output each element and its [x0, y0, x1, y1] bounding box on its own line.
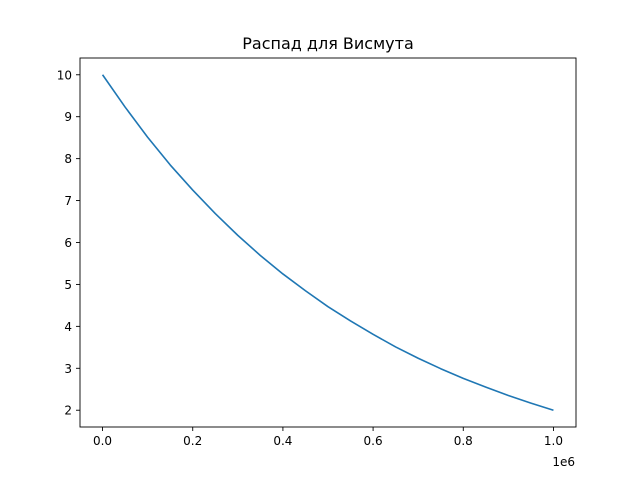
- x-tick-label: 0.6: [364, 434, 383, 448]
- x-tick-label: 1.0: [544, 434, 563, 448]
- plot-frame: [79, 57, 577, 428]
- x-tick-label: 0.8: [454, 434, 473, 448]
- y-tick-label: 10: [57, 68, 72, 82]
- x-tick-label: 0.0: [93, 434, 112, 448]
- y-tick-label: 4: [64, 320, 72, 334]
- x-tick-label: 0.4: [273, 434, 292, 448]
- x-offset-label: 1e6: [552, 455, 575, 469]
- plot-area: 0.0 0.2 0.4 0.6 0.8 1.0 2 3 4 5 6 7 8 9 10: [57, 57, 577, 448]
- y-tick-label: 8: [64, 152, 72, 166]
- y-tick-label: 2: [64, 404, 72, 418]
- x-tick-label: 0.2: [183, 434, 202, 448]
- y-tick-label: 5: [64, 278, 72, 292]
- chart-title: Распад для Висмута: [242, 34, 414, 53]
- y-tick-label: 7: [64, 194, 72, 208]
- y-tick-label: 6: [64, 236, 72, 250]
- series-line-0: [101, 74, 554, 411]
- y-tick-label: 9: [64, 110, 72, 124]
- y-tick-label: 3: [64, 362, 72, 376]
